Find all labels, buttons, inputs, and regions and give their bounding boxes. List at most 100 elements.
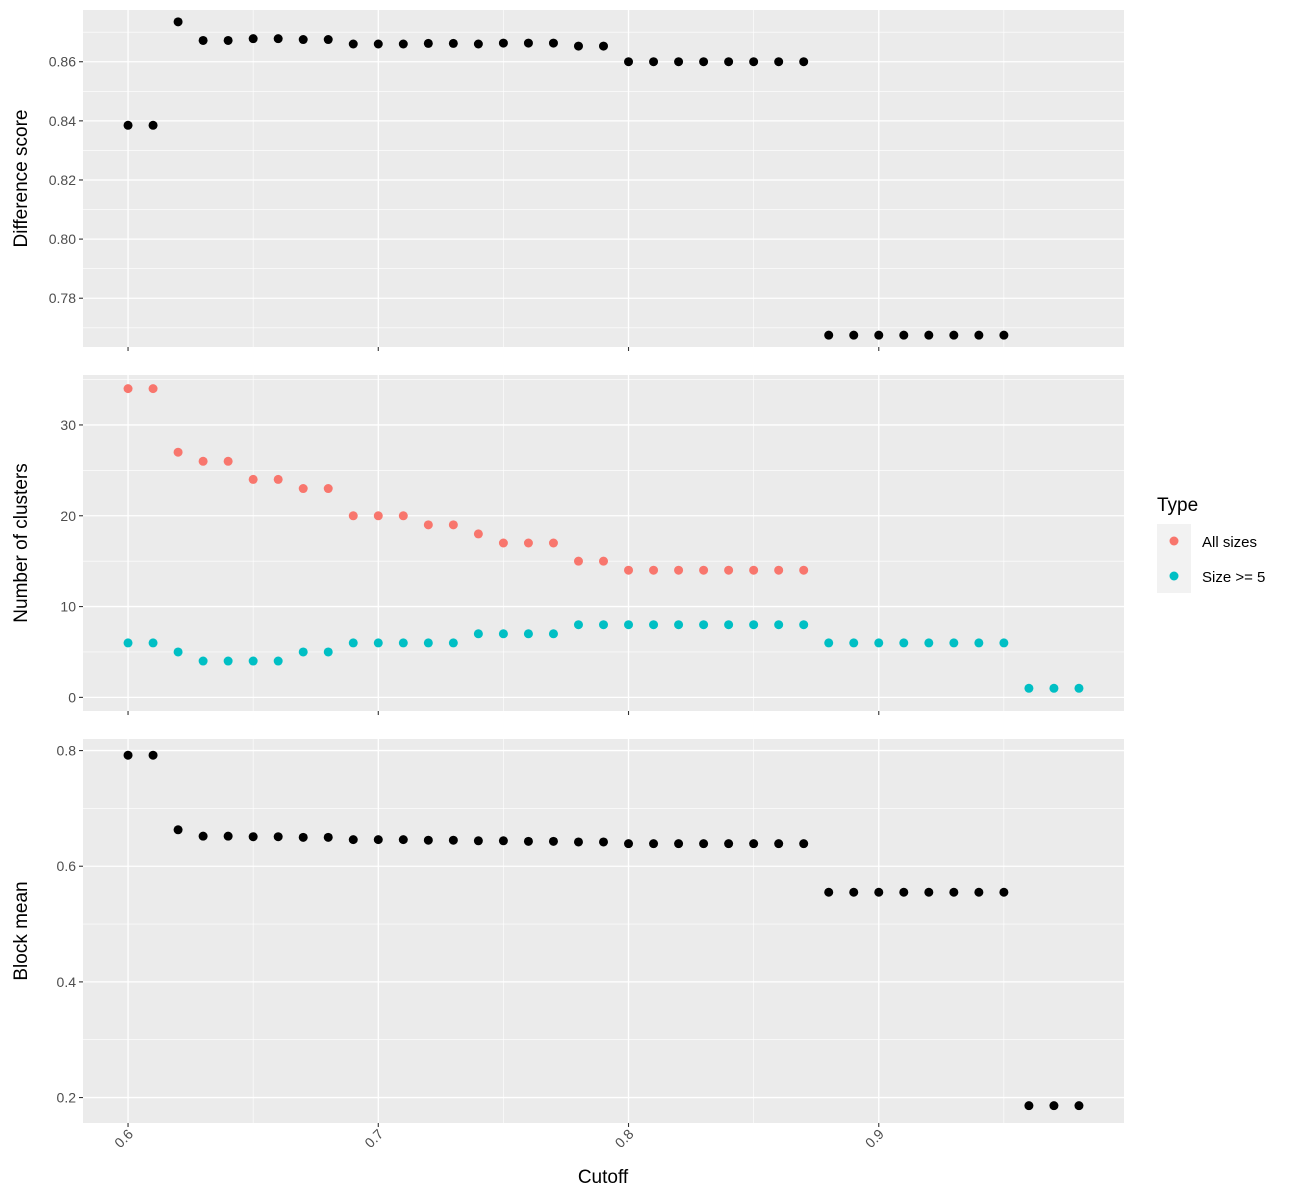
data-point	[749, 565, 759, 575]
data-point	[699, 565, 709, 575]
data-point	[123, 750, 133, 760]
data-point	[198, 35, 208, 45]
data-point	[398, 835, 408, 845]
data-point	[724, 565, 734, 575]
data-point	[974, 887, 984, 897]
data-point	[473, 629, 483, 639]
data-point	[398, 638, 408, 648]
data-point	[373, 638, 383, 648]
data-point	[674, 620, 684, 630]
data-point	[949, 638, 959, 648]
data-point	[323, 484, 333, 494]
data-point	[273, 474, 283, 484]
data-point	[799, 620, 809, 630]
data-point	[649, 565, 659, 575]
data-point	[899, 887, 909, 897]
series-1	[123, 750, 1084, 1111]
data-point	[248, 656, 258, 666]
data-point	[799, 565, 809, 575]
data-point	[624, 57, 634, 67]
data-point	[573, 41, 583, 51]
legend-key-all-sizes	[1169, 536, 1179, 546]
data-point	[924, 330, 934, 340]
data-point	[248, 832, 258, 842]
data-point	[924, 887, 934, 897]
data-point	[899, 330, 909, 340]
data-point	[173, 825, 183, 835]
data-point	[523, 538, 533, 548]
y-tick-label: 30	[60, 417, 76, 433]
data-point	[573, 556, 583, 566]
data-point	[799, 57, 809, 67]
panel-1: 0.78 0.80 0.82 0.84 0.86 Difference score	[11, 10, 1124, 351]
data-point	[423, 638, 433, 648]
data-point	[649, 57, 659, 67]
data-point	[523, 836, 533, 846]
data-point	[223, 831, 233, 841]
data-point	[974, 330, 984, 340]
y-tick-label: 0.2	[57, 1090, 77, 1106]
data-point	[1074, 1101, 1084, 1111]
x-tick-label: 0.7	[361, 1126, 386, 1151]
data-point	[123, 120, 133, 130]
data-point	[999, 887, 1009, 897]
y-tick-label: 0.80	[49, 231, 76, 247]
data-point	[348, 39, 358, 49]
data-point	[148, 638, 158, 648]
data-point	[774, 57, 784, 67]
data-point	[298, 647, 308, 657]
data-point	[824, 330, 834, 340]
y-tick-label: 20	[60, 508, 76, 524]
data-point	[599, 620, 608, 630]
data-point	[774, 839, 784, 849]
data-point	[624, 565, 634, 575]
legend-label-size-ge-5: Size >= 5	[1202, 569, 1265, 586]
data-point	[223, 456, 233, 466]
legend-key-background	[1157, 524, 1191, 593]
data-point	[123, 638, 133, 648]
y-axis-title: Number of clusters	[11, 463, 32, 622]
panel-background	[83, 10, 1124, 347]
data-point	[348, 511, 358, 521]
data-point	[173, 447, 183, 457]
data-point	[223, 35, 233, 45]
data-point	[849, 638, 859, 648]
data-point	[473, 39, 483, 49]
x-tick-label: 0.8	[612, 1126, 637, 1151]
data-point	[173, 647, 183, 657]
data-point	[599, 556, 608, 566]
data-point	[749, 57, 759, 67]
data-point	[599, 41, 608, 51]
data-point	[874, 330, 884, 340]
data-point	[323, 832, 333, 842]
data-point	[774, 620, 784, 630]
data-point	[674, 57, 684, 67]
data-point	[1074, 683, 1084, 693]
data-point	[273, 832, 283, 842]
data-point	[223, 656, 233, 666]
data-point	[974, 638, 984, 648]
data-point	[398, 39, 408, 49]
data-point	[498, 629, 508, 639]
data-point	[824, 638, 834, 648]
y-tick-label: 0.86	[49, 54, 76, 70]
data-point	[298, 832, 308, 842]
data-point	[899, 638, 909, 648]
data-point	[874, 887, 884, 897]
data-point	[123, 384, 133, 394]
data-point	[699, 57, 709, 67]
data-point	[949, 887, 959, 897]
y-axis-title: Block mean	[11, 881, 32, 980]
data-point	[624, 620, 634, 630]
data-point	[749, 620, 759, 630]
data-point	[849, 330, 859, 340]
data-point	[799, 839, 809, 849]
panel-3: 0.2 0.4 0.6 0.8 Block mean	[11, 739, 1124, 1127]
data-point	[498, 836, 508, 846]
x-axis: 0.6 0.7 0.8 0.9	[111, 1126, 887, 1151]
y-axis-title: Difference score	[11, 110, 32, 248]
legend: Type All sizes Size >= 5	[1157, 495, 1265, 593]
data-point	[699, 839, 709, 849]
legend-label-all-sizes: All sizes	[1202, 534, 1257, 551]
